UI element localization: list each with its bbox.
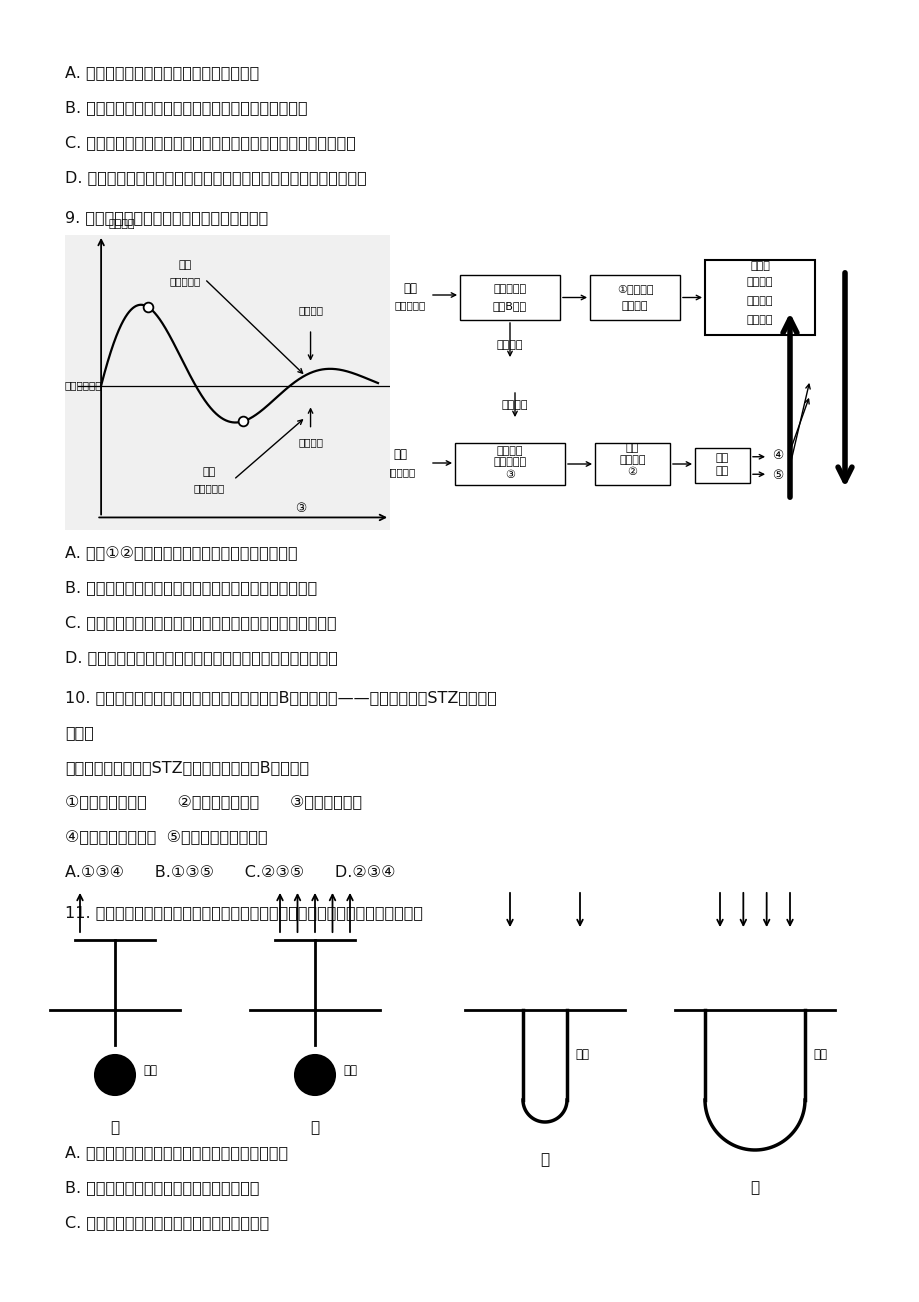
Text: ④: ④ (772, 449, 783, 462)
Text: 合成糖原: 合成糖原 (746, 297, 772, 306)
Text: 血管: 血管 (574, 1048, 588, 1061)
Text: 糖物质: 糖物质 (749, 260, 769, 271)
Text: 丙: 丙 (539, 1152, 549, 1167)
Text: 氧化分解: 氧化分解 (746, 315, 772, 326)
Text: ③: ③ (295, 501, 306, 514)
Text: 甲: 甲 (110, 1120, 119, 1135)
Text: 丁: 丁 (750, 1180, 759, 1195)
Bar (595, 443, 669, 486)
Circle shape (295, 1055, 335, 1095)
Text: （低血糖）: （低血糖） (384, 467, 415, 477)
Bar (704, 260, 814, 335)
Text: 转换: 转换 (715, 466, 729, 477)
Text: 分解: 分解 (715, 453, 729, 462)
Text: 血管: 血管 (812, 1048, 826, 1061)
Text: 汗腺: 汗腺 (142, 1064, 157, 1077)
Text: 分泌胰岛素: 分泌胰岛素 (493, 284, 526, 294)
Text: 肾上腺素: 肾上腺素 (496, 445, 523, 456)
Text: （抑制）: （抑制） (496, 340, 523, 350)
Bar (460, 275, 560, 320)
Text: ①（细胞）: ①（细胞） (616, 284, 652, 294)
Text: （促进）: （促进） (298, 437, 323, 447)
Text: 9. 下图表示血糖调节过程，据图分析正确的是: 9. 下图表示血糖调节过程，据图分析正确的是 (65, 210, 268, 225)
Text: A. 图中①②细胞的种类相同，均有肝细胞和肌细胞: A. 图中①②细胞的种类相同，均有肝细胞和肌细胞 (65, 546, 298, 560)
Text: B. 调节图丙、丁血流量变化的中枢是下丘脑: B. 调节图丙、丁血流量变化的中枢是下丘脑 (65, 1180, 259, 1195)
Text: 进食: 进食 (403, 281, 416, 294)
Text: （促进）: （促进） (501, 400, 528, 410)
Circle shape (95, 1055, 135, 1095)
Bar (589, 275, 679, 320)
Text: 乙: 乙 (310, 1120, 319, 1135)
Text: D. 胰岛素、胰高血糖素和肾上腺素三种激素之间都是拮抗关系: D. 胰岛素、胰高血糖素和肾上腺素三种激素之间都是拮抗关系 (65, 650, 337, 665)
Text: （低血糖）: （低血糖） (194, 483, 225, 493)
Text: A. 甲状腺激素的分泌受下丘脑和垂体的调节: A. 甲状腺激素的分泌受下丘脑和垂体的调节 (65, 65, 259, 79)
Bar (455, 443, 564, 486)
Text: （高血糖）: （高血糖） (394, 299, 425, 310)
Text: 肾上腺分泌: 肾上腺分泌 (493, 457, 526, 467)
Text: A.①③④      B.①③⑤      C.②③⑤      D.②③④: A.①③④ B.①③⑤ C.②③⑤ D.②③④ (65, 865, 395, 880)
Text: 组织细胞: 组织细胞 (621, 301, 648, 311)
Text: 正常血糖水平: 正常血糖水平 (65, 380, 102, 391)
Text: 胰岛B细胞: 胰岛B细胞 (493, 301, 527, 311)
Text: 饥饿: 饥饿 (202, 467, 216, 478)
Bar (694, 448, 749, 483)
Text: 进食: 进食 (178, 260, 192, 270)
Text: 10. 研究者给家兔注射一种可以特异性破坏胰岛B细胞的药物——链脲佐菌素（STZ）进行血: 10. 研究者给家兔注射一种可以特异性破坏胰岛B细胞的药物——链脲佐菌素（STZ… (65, 690, 496, 704)
Text: 汗腺: 汗腺 (343, 1064, 357, 1077)
Text: ②: ② (627, 467, 637, 478)
Text: 糖调节: 糖调节 (65, 725, 94, 740)
Text: C. 促甲状腺激素只作用于甲状腺，而甲状腺激素可作用于多种器官: C. 促甲状腺激素只作用于甲状腺，而甲状腺激素可作用于多种器官 (65, 135, 356, 150)
Text: C. 促进胰岛素分泌的因素有血糖浓度升高、胰高血糖素的分泌: C. 促进胰岛素分泌的因素有血糖浓度升高、胰高血糖素的分泌 (65, 615, 336, 630)
Text: B. 甲状腺激素分泌增多时，机体耗氧量和产热量都增加: B. 甲状腺激素分泌增多时，机体耗氧量和产热量都增加 (65, 100, 307, 115)
Text: D. 血液中甲状腺激素水平降低会引起促甲状腺激素释放激素分泌减少: D. 血液中甲状腺激素水平降低会引起促甲状腺激素释放激素分泌减少 (65, 171, 367, 185)
Text: 转化为非: 转化为非 (746, 277, 772, 288)
Text: ③: ③ (505, 470, 515, 479)
Text: A. 表示人体在寒冷条件下减少散热的是图甲和图丙: A. 表示人体在寒冷条件下减少散热的是图甲和图丙 (65, 1144, 288, 1160)
Text: B. 饥饿时血液中胰岛素与胰高血糖素的含量比值将会变大: B. 饥饿时血液中胰岛素与胰高血糖素的含量比值将会变大 (65, 579, 317, 595)
Text: ④测定尿液是否含糖  ⑤测定血液胰岛素含量: ④测定尿液是否含糖 ⑤测定血液胰岛素含量 (65, 829, 267, 845)
Text: C. 人体在图乙环境下比图甲环境下散热量要大: C. 人体在图乙环境下比图甲环境下散热量要大 (65, 1215, 269, 1230)
Text: ⑤: ⑤ (772, 469, 783, 482)
Text: 11. 如图表示人体在寒冷条件下和炎热条件下维持体温的方式，下列叙述错误的是: 11. 如图表示人体在寒冷条件下和炎热条件下维持体温的方式，下列叙述错误的是 (65, 905, 423, 921)
Text: （高血糖）: （高血糖） (170, 276, 200, 286)
Text: （细胞）: （细胞） (618, 454, 645, 465)
Text: （抑制）: （抑制） (298, 306, 323, 315)
Text: 研究。为了准确判断STZ是否成功破坏胰岛B细胞，应: 研究。为了准确判断STZ是否成功破坏胰岛B细胞，应 (65, 760, 309, 775)
Text: 分解: 分解 (625, 443, 639, 453)
Text: 饥饿: 饥饿 (392, 448, 406, 461)
Text: 血糖浓度: 血糖浓度 (108, 219, 135, 229)
Text: ①在兔饱足状态下      ②在兔空腹状态下      ③测定血糖含量: ①在兔饱足状态下 ②在兔空腹状态下 ③测定血糖含量 (65, 796, 362, 810)
